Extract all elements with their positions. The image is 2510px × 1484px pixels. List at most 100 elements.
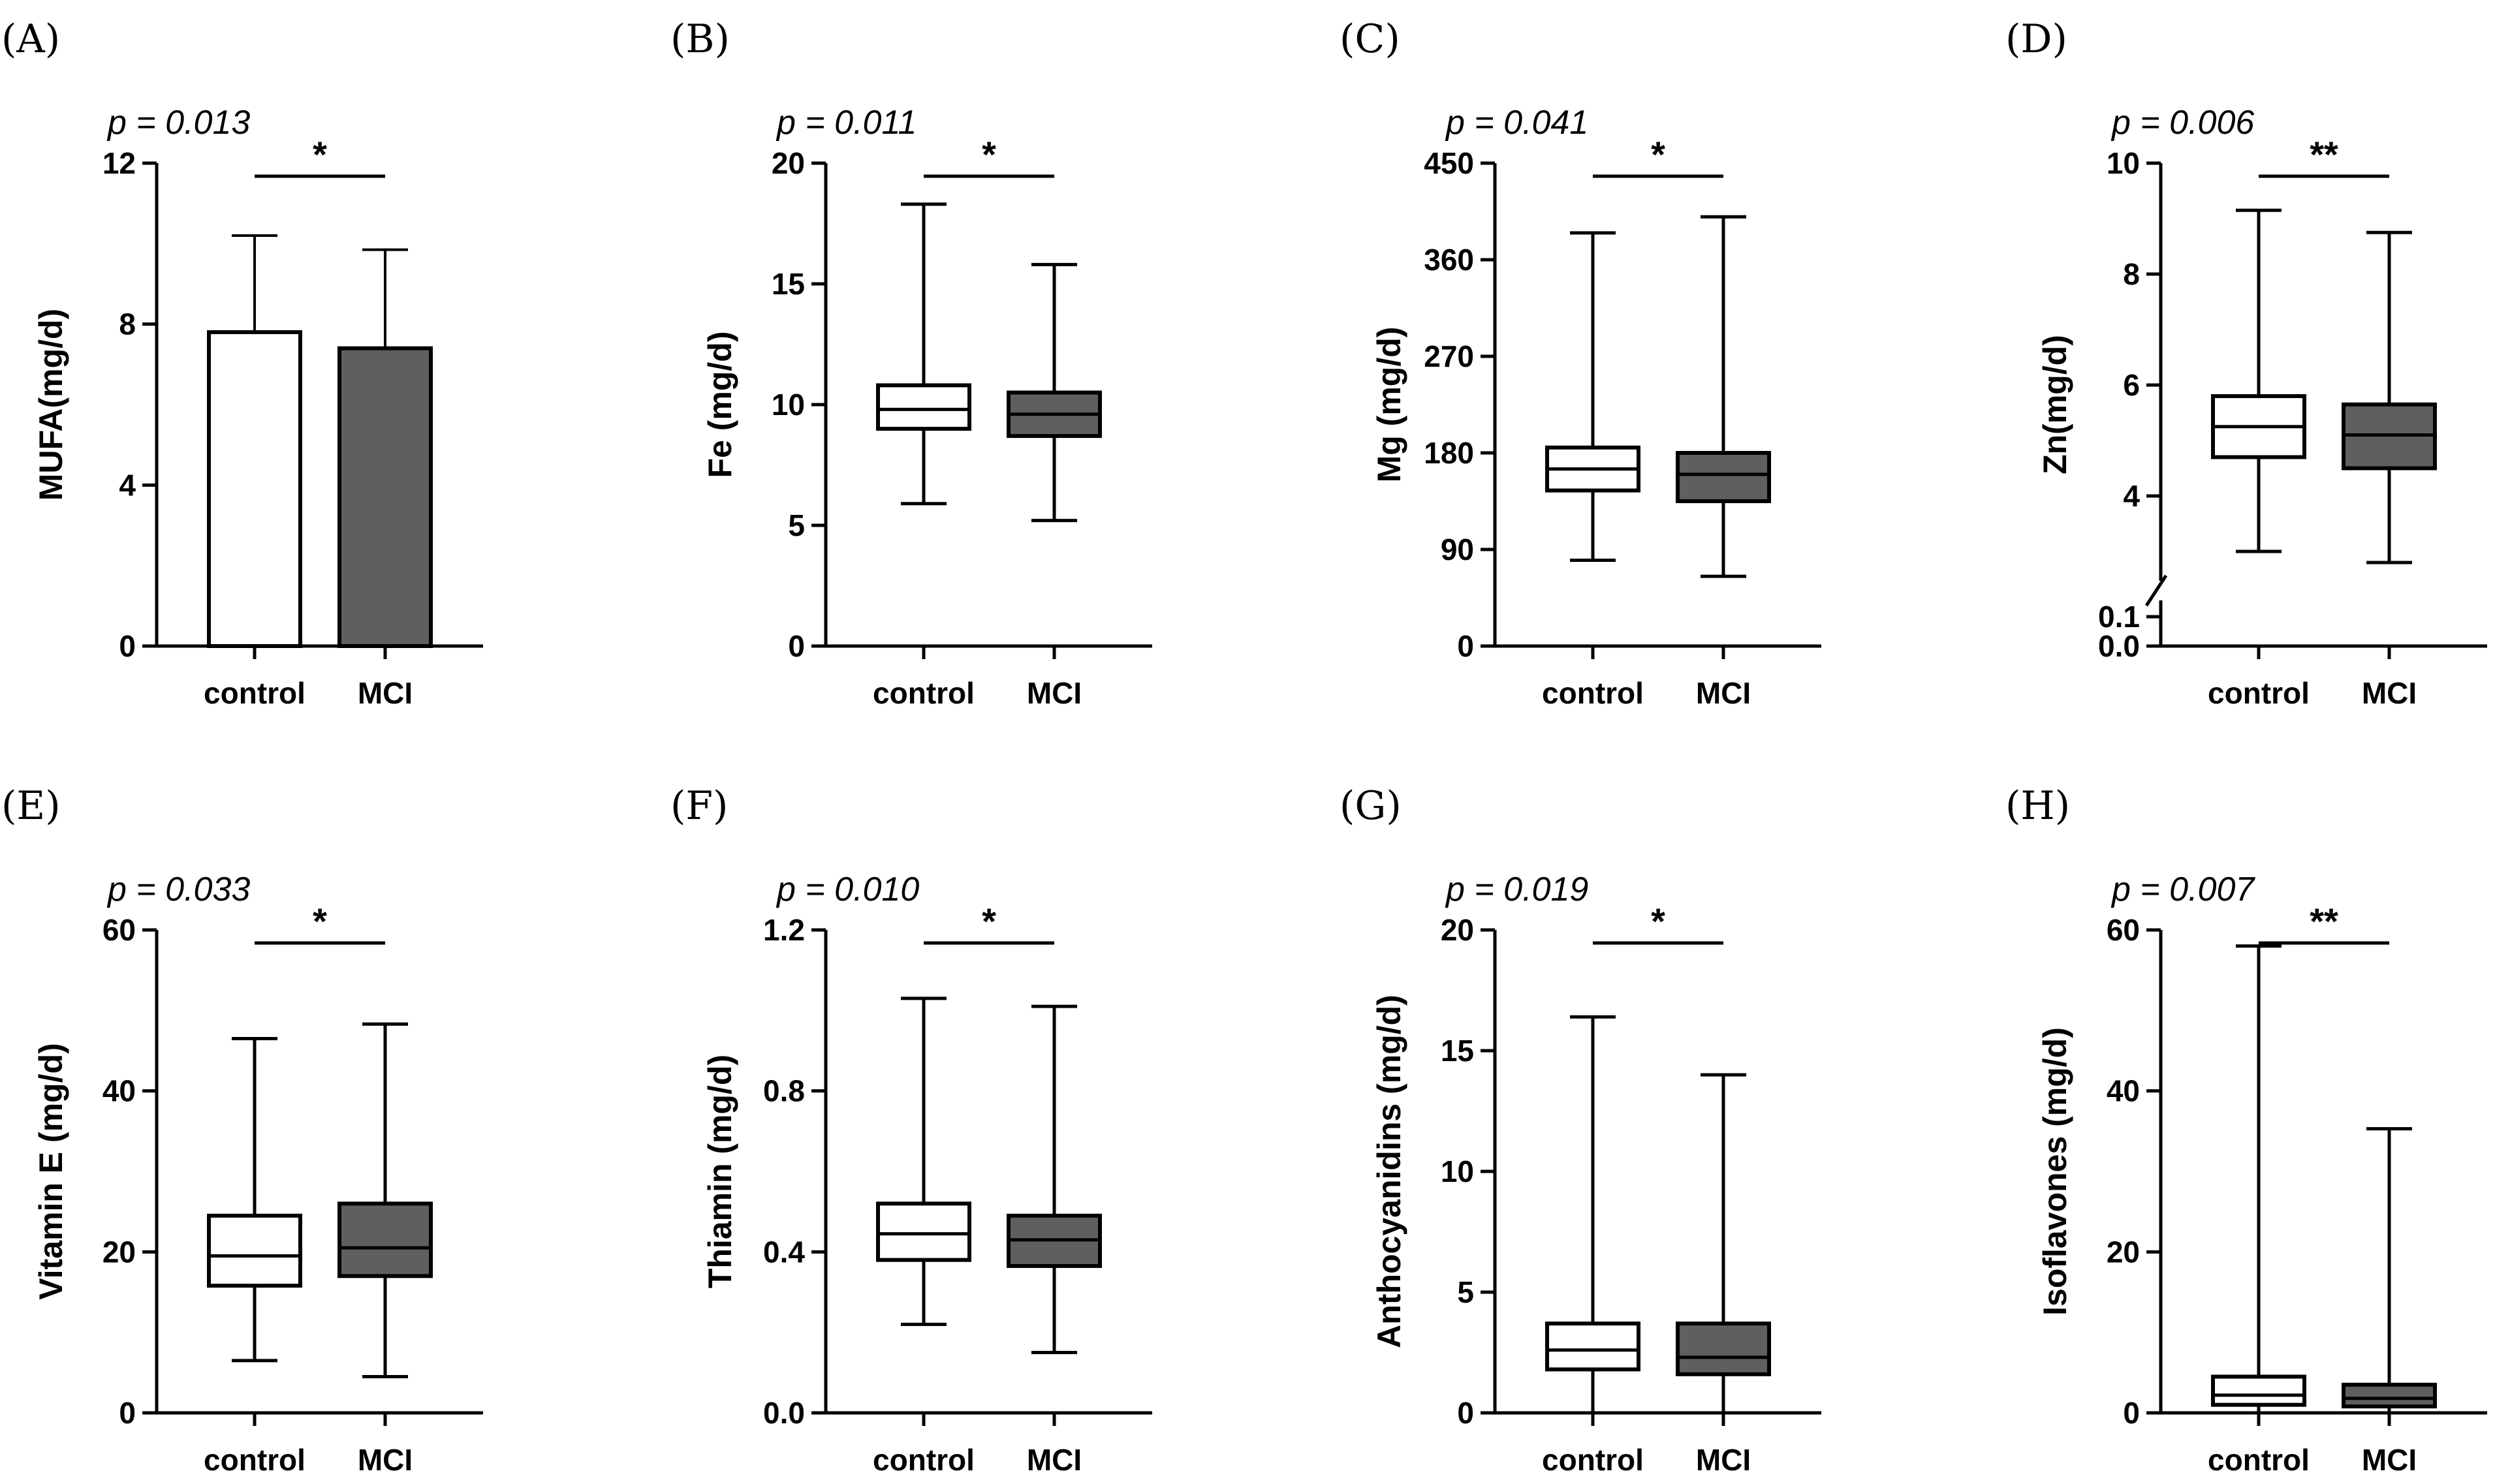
box-mci <box>337 1201 433 1278</box>
y-tick-label: 60 <box>102 913 136 947</box>
y-tick-label: 8 <box>119 307 136 341</box>
y-axis-title: Anthocyanidins (mg/d) <box>1371 995 1407 1348</box>
y-tick-label: 20 <box>772 146 805 180</box>
chart-panel-g: (G) 0 5 10 15 20 control MCI Anthocyanidins (mg/… <box>1340 783 1821 1477</box>
x-tick-label-control: control <box>873 1443 975 1477</box>
box-control <box>1545 1322 1640 1372</box>
x-tick-label-control: control <box>1542 1443 1644 1477</box>
y-tick-label: 40 <box>102 1074 136 1108</box>
y-tick-label: 20 <box>102 1235 136 1269</box>
box-control <box>207 1213 302 1288</box>
box-control <box>2211 1374 2306 1407</box>
panel-label: (E) <box>1 783 61 829</box>
chart-panel-h: (H) 0 20 40 60 control MCI Isoflavones (mg/d) p … <box>2005 783 2487 1477</box>
box-control <box>876 1201 971 1262</box>
p-value-label: p = 0.041 <box>1445 104 1588 142</box>
p-value-label: p = 0.007 <box>2110 871 2255 908</box>
significance-marker: * <box>313 134 327 175</box>
p-value-label: p = 0.011 <box>776 104 917 142</box>
x-tick-label-mci: MCI <box>358 676 413 710</box>
y-tick-label: 4 <box>119 468 136 502</box>
box-mci <box>1676 451 1771 503</box>
y-tick-label: 5 <box>788 508 805 542</box>
significance-marker: ** <box>2310 901 2338 942</box>
y-axis-title: Vitamin E (mg/d) <box>33 1043 69 1300</box>
bar-control <box>207 330 302 648</box>
panel-label: (F) <box>670 783 728 829</box>
x-tick-label-control: control <box>1542 676 1644 710</box>
panel-label: (G) <box>1340 783 1402 829</box>
box-control <box>876 383 971 431</box>
panel-label: (C) <box>1340 16 1400 62</box>
y-tick-label: 8 <box>2123 257 2140 291</box>
x-tick-label-control: control <box>204 1443 306 1477</box>
box-mci <box>2342 1382 2437 1409</box>
y-tick-label: 0.4 <box>763 1235 805 1269</box>
y-tick-label: 0 <box>1457 629 1474 663</box>
panel-label: (B) <box>670 16 730 62</box>
x-tick-label-control: control <box>2208 676 2310 710</box>
y-axis-title: Mg (mg/d) <box>1371 327 1407 483</box>
y-tick-label: 40 <box>2107 1074 2140 1108</box>
y-tick-label: 0.8 <box>763 1074 805 1108</box>
y-tick-label: 10 <box>2107 146 2140 180</box>
chart-panel-c: (C) 0 90 180 270 360 450 control MCI Mg (mg/d) p =… <box>1340 16 1821 710</box>
chart-panel-f: (F) 0.0 0.4 0.8 1.2 control MCI Thiamin (mg/d) p… <box>670 783 1152 1477</box>
y-tick-label: 90 <box>1441 533 1474 566</box>
x-tick-label-mci: MCI <box>358 1443 413 1477</box>
y-tick-label: 1.2 <box>763 913 805 947</box>
x-tick-label-mci: MCI <box>1696 1443 1751 1477</box>
y-axis-title: Zn(mg/d) <box>2037 335 2073 474</box>
y-tick-label: 15 <box>772 267 805 301</box>
chart-panel-a: (A) 0 4 8 12 control MCI MUFA(mg/d) p = 0.013 * <box>1 16 483 710</box>
y-tick-label: 360 <box>1424 243 1474 277</box>
y-tick-label: 15 <box>1441 1034 1474 1068</box>
x-tick-label-control: control <box>204 676 306 710</box>
panel-label: (H) <box>2005 783 2070 829</box>
y-axis-title: Isoflavones (mg/d) <box>2037 1027 2073 1316</box>
y-tick-label: 6 <box>2123 368 2140 402</box>
y-tick-label: 0.0 <box>763 1396 805 1430</box>
y-tick-label: 180 <box>1424 436 1474 470</box>
x-tick-label-control: control <box>2208 1443 2310 1477</box>
x-tick-label-mci: MCI <box>1696 676 1751 710</box>
chart-panel-e: (E) 0 20 40 60 control MCI Vitamin E (mg/d) p = … <box>1 783 483 1477</box>
y-tick-label: 0.0 <box>2098 629 2140 663</box>
box-mci <box>1676 1322 1771 1376</box>
significance-marker: * <box>982 134 996 175</box>
significance-marker: * <box>1651 134 1665 175</box>
y-tick-label: 12 <box>102 146 136 180</box>
chart-panel-b: (B) 0 5 10 15 20 control MCI Fe (mg/d) p = 0.011 * <box>670 16 1152 710</box>
y-tick-label: 10 <box>1441 1154 1474 1188</box>
y-tick-label: 10 <box>772 388 805 422</box>
panel-label: (A) <box>1 16 60 62</box>
significance-marker: * <box>982 901 996 942</box>
y-tick-label: 0 <box>788 629 805 663</box>
y-tick-label: 0 <box>1457 1396 1474 1430</box>
x-tick-label-mci: MCI <box>2362 676 2417 710</box>
y-tick-label: 20 <box>2107 1235 2140 1269</box>
y-tick-label: 270 <box>1424 339 1474 373</box>
p-value-label: p = 0.033 <box>106 871 250 908</box>
x-tick-label-control: control <box>873 676 975 710</box>
x-tick-label-mci: MCI <box>2362 1443 2417 1477</box>
x-tick-label-mci: MCI <box>1027 676 1082 710</box>
y-axis-title: Thiamin (mg/d) <box>702 1055 738 1288</box>
y-tick-label: 60 <box>2107 913 2140 947</box>
y-tick-label: 4 <box>2123 479 2140 513</box>
p-value-label: p = 0.006 <box>2110 104 2254 142</box>
p-value-label: p = 0.019 <box>1445 871 1588 908</box>
axis-break-mark <box>2144 574 2168 607</box>
significance-marker: * <box>313 901 327 942</box>
y-axis-title: Fe (mg/d) <box>702 332 738 478</box>
y-tick-label: 0 <box>119 629 136 663</box>
y-tick-label: 20 <box>1441 913 1474 947</box>
panel-label: (D) <box>2005 16 2067 62</box>
significance-marker: * <box>1651 901 1665 942</box>
bar-mci <box>337 346 433 649</box>
p-value-label: p = 0.013 <box>106 104 250 142</box>
y-tick-label: 0 <box>2123 1396 2140 1430</box>
y-tick-label: 0.1 <box>2098 600 2140 634</box>
y-axis-title: MUFA(mg/d) <box>33 309 69 501</box>
